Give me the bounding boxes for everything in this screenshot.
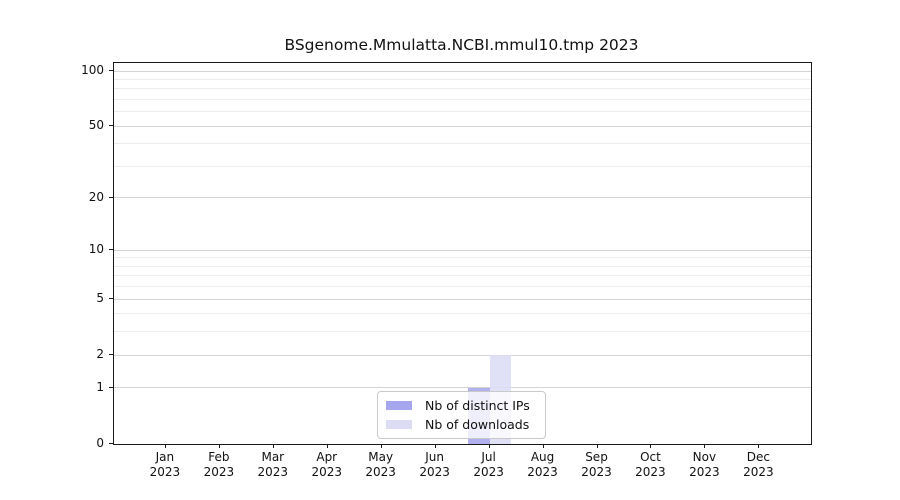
x-tick-nov: [704, 444, 706, 448]
y-tick-2: [109, 354, 113, 356]
minor-gridline-4: [114, 313, 811, 315]
legend-label-downloads: Nb of downloads: [425, 416, 530, 432]
y-tick-10: [109, 249, 113, 251]
minor-gridline-8: [114, 265, 811, 267]
legend-item-downloads: Nb of downloads: [386, 417, 537, 432]
x-tick-label-oct: Oct 2023: [635, 450, 666, 479]
x-tick-may: [380, 444, 382, 448]
y-tick-100: [109, 70, 113, 71]
x-tick-label-sep: Sep 2023: [581, 450, 612, 479]
x-tick-label-aug: Aug 2023: [527, 450, 558, 479]
minor-gridline-70: [114, 98, 811, 100]
y-tick-label-1: 1: [96, 379, 104, 394]
y-tick-label-5: 5: [96, 291, 104, 306]
y-tick-label-50: 50: [88, 118, 104, 133]
y-tick-50: [109, 125, 113, 127]
major-gridline-1: [114, 387, 811, 389]
x-tick-aug: [542, 444, 544, 448]
minor-gridline-30: [114, 165, 811, 167]
chart-title: BSgenome.Mmulatta.NCBI.mmul10.tmp 2023: [284, 36, 639, 54]
x-tick-label-jun: Jun 2023: [419, 450, 450, 479]
plot-area: [113, 62, 812, 445]
x-tick-apr: [326, 444, 328, 448]
major-gridline-100: [114, 70, 811, 72]
y-tick-label-10: 10: [88, 242, 104, 257]
minor-gridline-3: [114, 331, 811, 333]
y-tick-20: [109, 196, 113, 198]
y-tick-0: [109, 443, 113, 444]
x-tick-jan: [164, 444, 166, 448]
minor-gridline-90: [114, 78, 811, 80]
legend-label-distinct-ips: Nb of distinct IPs: [425, 398, 530, 414]
minor-gridline-40: [114, 143, 811, 145]
x-tick-oct: [650, 444, 652, 448]
x-tick-label-jul: Jul 2023: [473, 450, 504, 479]
x-tick-label-dec: Dec 2023: [743, 450, 774, 479]
minor-gridline-7: [114, 275, 811, 277]
minor-gridline-9: [114, 257, 811, 259]
major-gridline-20: [114, 197, 811, 199]
legend: Nb of distinct IPs Nb of downloads: [377, 391, 546, 439]
y-tick-5: [109, 298, 113, 300]
major-gridline-2: [114, 354, 811, 356]
x-tick-label-apr: Apr 2023: [311, 450, 343, 479]
x-tick-feb: [218, 444, 220, 448]
major-gridline-50: [114, 125, 811, 127]
x-tick-sep: [596, 444, 598, 448]
major-gridline-10: [114, 249, 811, 251]
y-tick-1: [109, 386, 113, 388]
y-tick-label-100: 100: [81, 63, 104, 77]
legend-swatch-downloads: [386, 419, 412, 429]
x-tick-label-jan: Jan 2023: [149, 450, 181, 479]
y-tick-label-20: 20: [88, 189, 104, 204]
x-tick-label-feb: Feb 2023: [203, 450, 235, 479]
legend-item-distinct-ips: Nb of distinct IPs: [386, 398, 537, 413]
major-gridline-5: [114, 298, 811, 300]
y-tick-label-0: 0: [96, 436, 104, 450]
minor-gridline-60: [114, 111, 811, 113]
x-tick-jul: [488, 444, 490, 448]
x-tick-label-nov: Nov 2023: [689, 450, 720, 479]
x-tick-mar: [272, 444, 274, 448]
y-tick-label-2: 2: [96, 347, 104, 362]
x-tick-label-may: May 2023: [365, 450, 396, 479]
x-tick-dec: [758, 444, 760, 448]
x-tick-jun: [434, 444, 436, 448]
minor-gridline-80: [114, 88, 811, 90]
minor-gridline-6: [114, 286, 811, 288]
x-tick-label-mar: Mar 2023: [257, 450, 289, 479]
legend-swatch-distinct-ips: [386, 401, 412, 411]
